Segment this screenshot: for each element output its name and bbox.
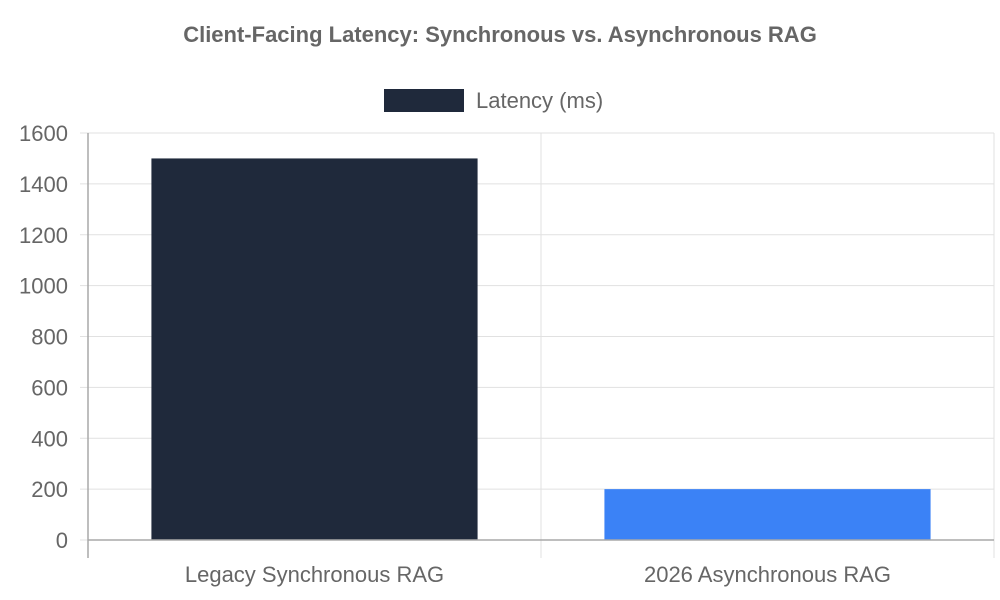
axes: [87, 133, 994, 558]
x-axis-ticks: Legacy Synchronous RAG 2026 Asynchronous …: [185, 562, 891, 587]
y-tick-label: 200: [31, 477, 68, 502]
chart-title: Client-Facing Latency: Synchronous vs. A…: [183, 22, 817, 47]
y-tick-label: 1600: [19, 121, 68, 146]
bar-1[interactable]: [151, 158, 478, 540]
bar-2[interactable]: [604, 489, 931, 540]
x-tick-label: 2026 Asynchronous RAG: [644, 562, 891, 587]
y-tick-label: 1400: [19, 172, 68, 197]
legend-label-latency: Latency (ms): [476, 88, 603, 113]
legend-swatch-latency: [384, 89, 464, 112]
x-tick-label: Legacy Synchronous RAG: [185, 562, 444, 587]
y-tick-label: 600: [31, 375, 68, 400]
y-axis-ticks: 0 200 400 600 800 1000 1200 1400 1600: [19, 121, 88, 553]
legend[interactable]: Latency (ms): [384, 88, 603, 113]
y-tick-label: 1000: [19, 274, 68, 299]
y-tick-label: 1200: [19, 223, 68, 248]
y-tick-label: 800: [31, 325, 68, 350]
y-tick-label: 400: [31, 426, 68, 451]
y-tick-label: 0: [56, 528, 68, 553]
bars: [151, 158, 931, 540]
